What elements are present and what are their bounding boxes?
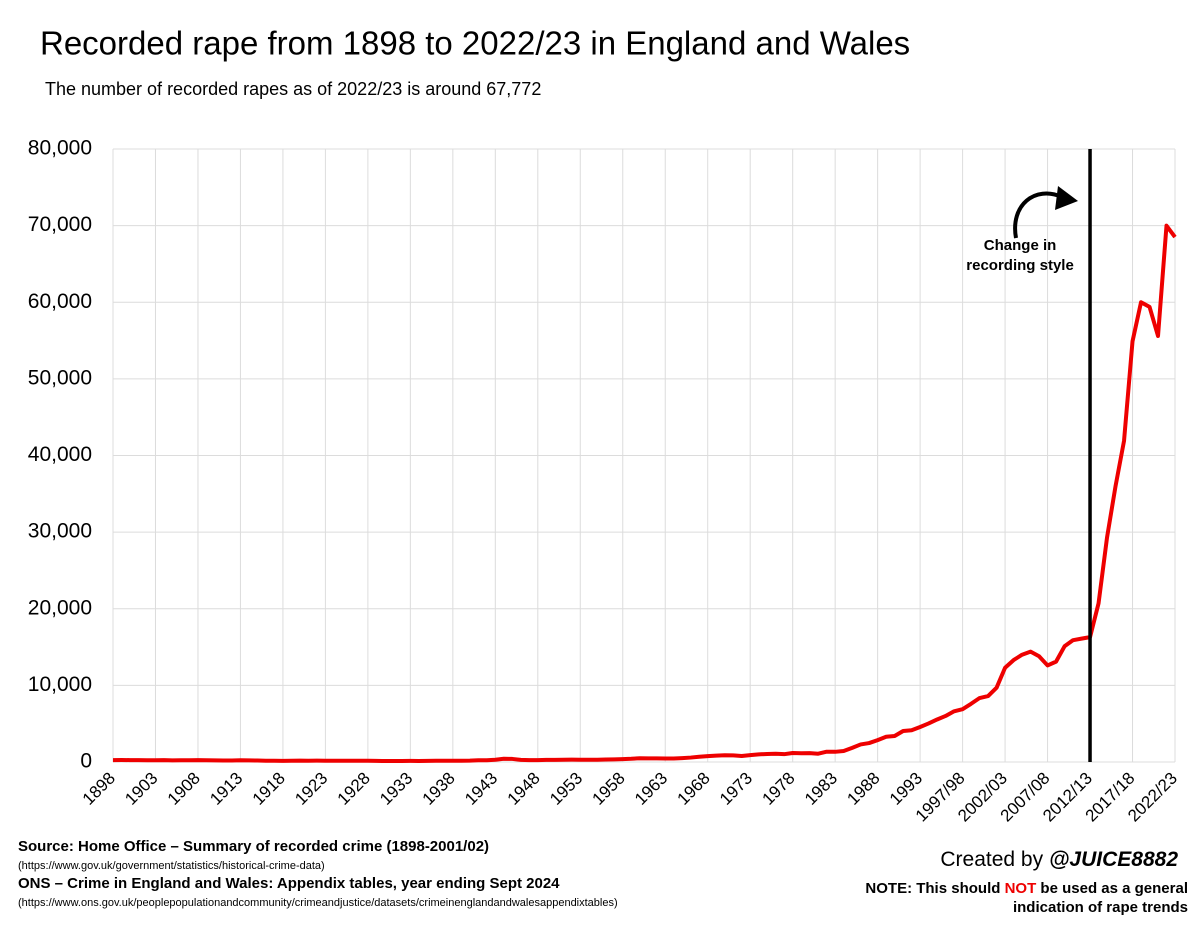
credit: Created by @JUICE8882 <box>940 848 1178 871</box>
note-text: NOTE: This should <box>865 880 1000 897</box>
x-tick-label: 1968 <box>674 769 714 809</box>
y-tick-label: 80,000 <box>28 137 92 160</box>
x-tick-label: 1943 <box>461 769 501 809</box>
x-tick-label: 1983 <box>801 769 841 809</box>
x-tick-label: 1938 <box>419 769 459 809</box>
y-tick-label: 30,000 <box>28 520 92 543</box>
y-tick-label: 0 <box>80 750 92 773</box>
x-tick-label: 1973 <box>716 769 756 809</box>
annotation-text: Change in <box>984 237 1057 254</box>
source-url: (https://www.gov.uk/government/statistic… <box>18 860 325 872</box>
y-tick-label: 60,000 <box>28 290 92 313</box>
arrow-head <box>1055 186 1078 210</box>
y-tick-label: 40,000 <box>28 443 92 466</box>
x-tick-label: 1933 <box>376 769 416 809</box>
x-tick-label: 1923 <box>291 769 331 809</box>
source-title: ONS – Crime in England and Wales: Append… <box>18 875 560 892</box>
x-tick-label: 1903 <box>121 769 161 809</box>
x-tick-label: 1913 <box>206 769 246 809</box>
grid <box>112 148 1176 763</box>
chart-subtitle: The number of recorded rapes as of 2022/… <box>45 79 541 99</box>
y-tick-label: 50,000 <box>28 366 92 389</box>
x-tick-label: 1908 <box>164 769 204 809</box>
credit-handle: @JUICE8882 <box>1049 848 1178 871</box>
source-title: Source: Home Office – Summary of recorde… <box>18 838 489 855</box>
source-url: (https://www.ons.gov.uk/peoplepopulation… <box>18 897 618 909</box>
x-tick-label: 1958 <box>589 769 629 809</box>
arrow <box>1013 191 1063 239</box>
y-tick-label: 10,000 <box>28 673 92 696</box>
credit-prefix: Created by <box>940 848 1043 871</box>
x-tick-label: 1978 <box>758 769 798 809</box>
note-text: be used as a general <box>1040 880 1188 897</box>
x-tick-label: 1918 <box>249 769 289 809</box>
note-text: indication of rape trends <box>1013 899 1188 916</box>
x-tick-label: 1928 <box>334 769 374 809</box>
plot <box>112 149 1177 763</box>
x-tick-label: 1898 <box>79 769 119 809</box>
note-emphasis: NOT <box>1005 880 1037 897</box>
note: NOTE: This should NOT be used as a gener… <box>865 880 1188 897</box>
x-tick-label: 1948 <box>504 769 544 809</box>
x-tick-label: 1963 <box>631 769 671 809</box>
x-tick-label: 1988 <box>843 769 883 809</box>
x-tick-label: 1953 <box>546 769 586 809</box>
y-tick-label: 70,000 <box>28 213 92 236</box>
annotation-text: recording style <box>966 257 1074 274</box>
y-tick-label: 20,000 <box>28 596 92 619</box>
data-line <box>112 223 1177 763</box>
chart-title: Recorded rape from 1898 to 2022/23 in En… <box>40 25 910 62</box>
